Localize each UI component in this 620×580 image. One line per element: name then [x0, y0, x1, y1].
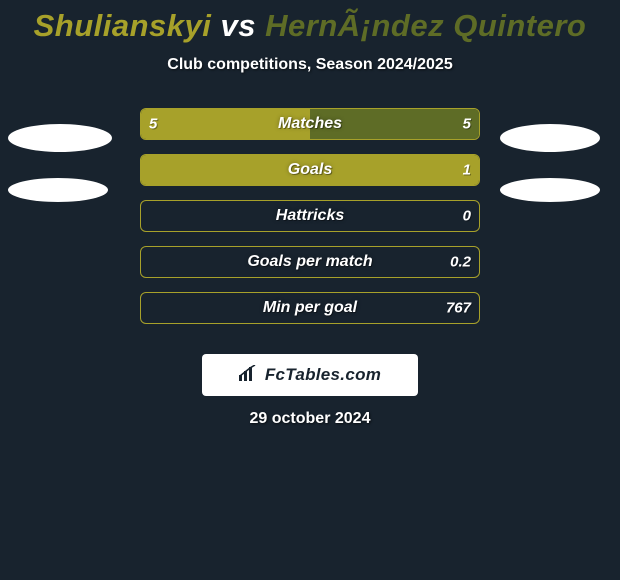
stat-label: Min per goal [263, 299, 357, 317]
stat-val-right: 0 [463, 208, 471, 225]
bar-track: Goals 1 [140, 154, 480, 186]
bar-track: Min per goal 767 [140, 292, 480, 324]
stat-val-right: 1 [463, 162, 471, 179]
logo-bars-icon [239, 365, 259, 386]
logo-text: FcTables.com [265, 365, 381, 385]
bar-track: Goals per match 0.2 [140, 246, 480, 278]
stat-label: Goals per match [247, 253, 372, 271]
stat-val-left: 5 [149, 116, 157, 133]
stat-label: Matches [278, 115, 342, 133]
right-ellipse [500, 124, 600, 152]
logo-box: FcTables.com [202, 354, 418, 396]
stat-val-right: 767 [446, 300, 471, 317]
stat-label: Goals [288, 161, 332, 179]
stat-row: Min per goal 767 [0, 286, 620, 332]
stat-row: Hattricks 0 [0, 194, 620, 240]
left-ellipse [8, 178, 108, 202]
title-vs: vs [221, 8, 256, 43]
date-text: 29 october 2024 [0, 410, 620, 428]
title-right: HernÃ¡ndez Quintero [265, 8, 586, 43]
subtitle: Club competitions, Season 2024/2025 [0, 56, 620, 74]
comparison-card: Shulianskyi vs HernÃ¡ndez Quintero Club … [0, 0, 620, 580]
stat-row: Goals per match 0.2 [0, 240, 620, 286]
bar-track: Matches 5 5 [140, 108, 480, 140]
title-left: Shulianskyi [34, 8, 212, 43]
stat-val-right: 5 [463, 116, 471, 133]
stat-val-right: 0.2 [450, 254, 471, 271]
bar-track: Hattricks 0 [140, 200, 480, 232]
stat-label: Hattricks [276, 207, 344, 225]
page-title: Shulianskyi vs HernÃ¡ndez Quintero [0, 0, 620, 44]
right-ellipse [500, 178, 600, 202]
left-ellipse [8, 124, 112, 152]
